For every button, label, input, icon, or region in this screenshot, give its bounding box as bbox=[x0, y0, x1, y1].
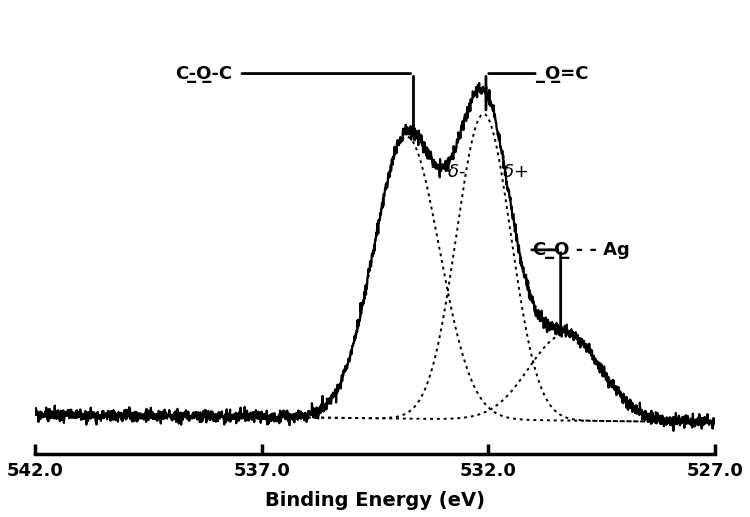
Text: $\delta$+: $\delta$+ bbox=[503, 162, 529, 180]
Text: C-̲O̲-C: C-̲O̲-C bbox=[176, 65, 232, 83]
Text: $\delta$-: $\delta$- bbox=[447, 162, 466, 180]
Text: ̲O̲=C: ̲O̲=C bbox=[544, 65, 588, 83]
Text: C-̲O̲ - - Ag: C-̲O̲ - - Ag bbox=[533, 241, 630, 259]
X-axis label: Binding Energy (eV): Binding Energy (eV) bbox=[265, 491, 485, 510]
